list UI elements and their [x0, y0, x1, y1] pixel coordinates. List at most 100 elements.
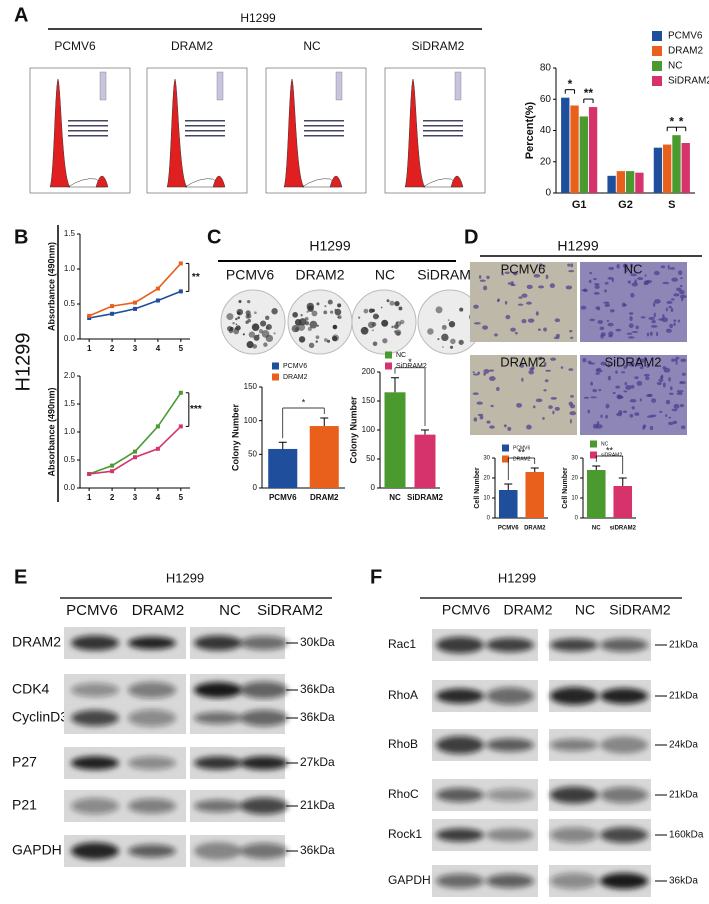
blot-band [486, 828, 534, 842]
cell [667, 421, 674, 426]
blot-band [71, 635, 119, 651]
legend-swatch [502, 455, 509, 463]
histogram-text [423, 125, 463, 127]
colony [245, 310, 251, 316]
colony [395, 321, 399, 325]
size-label: 36kDa [300, 843, 335, 857]
legend-label: PCMV6 [668, 31, 703, 42]
histogram-s [184, 178, 224, 188]
cell [660, 265, 666, 269]
colony [309, 320, 318, 329]
significance: ** [518, 447, 526, 457]
colony [372, 329, 374, 332]
colony [238, 299, 242, 304]
histogram-peak [283, 78, 305, 188]
cell [595, 424, 603, 429]
blot-band [550, 638, 598, 652]
row-label: CyclinD3 [12, 709, 68, 725]
error-bar [320, 417, 329, 427]
cell [604, 303, 610, 308]
cell [630, 384, 635, 389]
column-label: SiDRAM2 [257, 602, 323, 619]
cell [676, 390, 684, 393]
colony [394, 329, 402, 336]
cell [630, 263, 634, 268]
blot-band [194, 842, 242, 860]
cell [668, 392, 674, 395]
y-tick-label: 20 [540, 156, 552, 167]
blot-band [240, 843, 288, 859]
legend-label: SiDRAM2 [668, 76, 709, 87]
cell [673, 403, 680, 409]
colony [367, 321, 375, 329]
blot-band [486, 687, 534, 705]
row-label: GAPDH [388, 873, 431, 887]
cell [472, 371, 475, 374]
histogram-s [67, 178, 107, 188]
size-label: 36kDa [300, 710, 335, 724]
histogram-text [185, 120, 225, 122]
x-tick-label: 4 [156, 344, 161, 353]
cell [661, 317, 669, 323]
histogram-frame [146, 67, 248, 194]
sample-label: NC [375, 267, 395, 283]
cell [476, 401, 483, 405]
legend-swatch [272, 362, 279, 370]
blot-band [600, 736, 648, 754]
marker [178, 424, 183, 429]
colony [332, 335, 338, 342]
colony [323, 310, 328, 315]
colony [257, 334, 260, 337]
colony [235, 317, 238, 321]
cell [671, 277, 679, 282]
cell [533, 274, 541, 278]
cell [589, 272, 593, 275]
significance: * [408, 357, 412, 367]
size-label: 21kDa [669, 640, 698, 651]
bar [625, 171, 635, 193]
size-label: 36kDa [300, 682, 335, 696]
cell [507, 426, 512, 431]
blot-band [600, 827, 648, 843]
y-tick-label: 50 [366, 454, 375, 463]
cell [580, 305, 587, 310]
row-label: RhoC [388, 787, 419, 801]
histogram-text [68, 125, 108, 127]
legend-label: DRAM2 [668, 46, 703, 57]
line [89, 290, 182, 319]
histogram-legend [99, 71, 107, 101]
cell [594, 284, 600, 290]
cell [543, 327, 547, 332]
cell [617, 394, 623, 400]
cell [569, 418, 572, 424]
cell [621, 371, 626, 374]
panel-letter: E [14, 566, 27, 588]
error-bar [504, 483, 513, 490]
panel-title: H1299 [309, 238, 350, 254]
cell [550, 397, 557, 400]
histogram-text [68, 130, 108, 132]
blot-band [240, 636, 288, 650]
colony [300, 314, 303, 317]
x-tick-label: DRAM2 [310, 493, 339, 502]
cell [608, 334, 613, 338]
size-label: 21kDa [669, 691, 698, 702]
blot-band [128, 756, 176, 770]
blot-band [486, 738, 534, 752]
row-label: RhoB [388, 737, 418, 751]
colony [315, 335, 320, 340]
blot-band [486, 637, 534, 653]
cell [665, 328, 672, 333]
blot-band [194, 635, 242, 651]
colony [398, 306, 403, 311]
colony [226, 313, 234, 321]
cell [482, 325, 489, 330]
cell [679, 294, 687, 299]
cell [680, 358, 687, 363]
histogram-text [68, 120, 108, 122]
cell [631, 406, 635, 410]
cell [679, 404, 685, 408]
cell [543, 389, 547, 392]
cell [634, 376, 639, 380]
